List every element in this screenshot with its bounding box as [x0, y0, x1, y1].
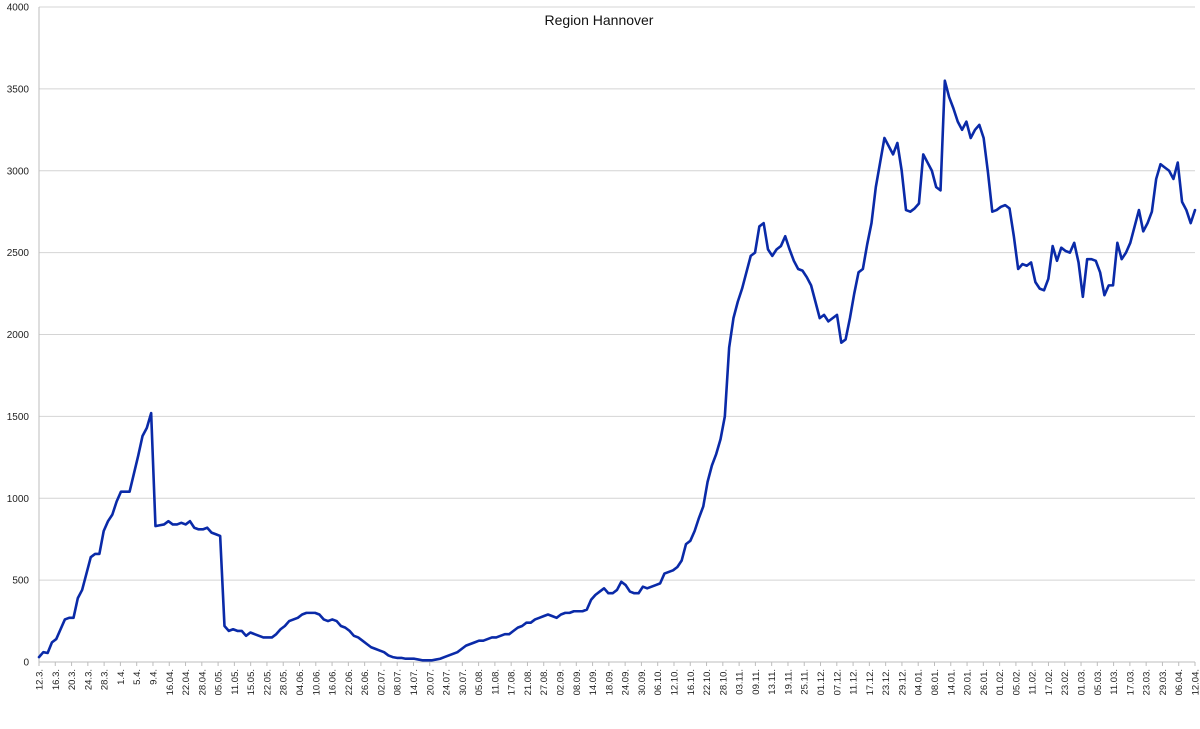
- series-line: [37, 79, 1197, 662]
- x-tick-label: 24.3.: [83, 669, 94, 690]
- x-tick-label: 13.11.: [767, 669, 778, 695]
- x-tick-label: 14.07.: [409, 669, 420, 695]
- x-tick-label: 20.3.: [67, 669, 78, 690]
- x-tick-label: 20.01.: [963, 669, 974, 695]
- x-tick-label: 15.05.: [246, 669, 257, 695]
- x-tick-label: 08.07.: [393, 669, 404, 695]
- x-tick-label: 23.12.: [881, 669, 892, 695]
- x-tick-label: 03.11.: [735, 669, 746, 695]
- y-tick-label: 2500: [7, 248, 30, 259]
- x-tick-label: 28.04.: [197, 669, 208, 695]
- x-tick-label: 28.3.: [100, 669, 111, 690]
- x-tick-label: 11.05.: [230, 669, 241, 695]
- x-tick-label: 16.04.: [165, 669, 176, 695]
- x-tick-label: 14.01.: [946, 669, 957, 695]
- x-tick-label: 08.01.: [930, 669, 941, 695]
- x-tick-label: 18.09.: [604, 669, 615, 695]
- x-tick-label: 01.12.: [816, 669, 827, 695]
- y-axis-tick-labels: 0 500 1000 1500 2000 2500 3000 3500 4000: [7, 3, 30, 669]
- x-tick-label: 22.06.: [344, 669, 355, 695]
- x-tick-label: 05.02.: [1011, 669, 1022, 695]
- x-tick-label: 11.08.: [490, 669, 501, 695]
- x-tick-label: 24.09.: [621, 669, 632, 695]
- x-tick-label: 24.07.: [442, 669, 453, 695]
- y-tick-label: 1500: [7, 412, 30, 423]
- x-tick-label: 05.03.: [1093, 669, 1104, 695]
- x-tick-label: 30.07.: [458, 669, 469, 695]
- x-tick-label: 09.11.: [751, 669, 762, 695]
- x-tick-label: 16.10.: [686, 669, 697, 695]
- y-tick-label: 2000: [7, 330, 30, 341]
- x-tick-label: 02.07.: [376, 669, 387, 695]
- x-tick-label: 17.08.: [507, 669, 518, 695]
- chart-title: Region Hannover: [545, 12, 654, 28]
- x-tick-label: 12.10.: [669, 669, 680, 695]
- x-tick-label: 1.4.: [116, 669, 127, 685]
- x-tick-label: 23.03.: [1142, 669, 1153, 695]
- x-axis-tick-labels: 12.3. 16.3. 20.3. 24.3. 28.3. 1.4. 5.4. 9.4. 16.…: [35, 662, 1200, 695]
- x-tick-label: 22.10.: [702, 669, 713, 695]
- x-tick-label: 05.08.: [474, 669, 485, 695]
- x-tick-label: 01.03.: [1077, 669, 1088, 695]
- x-tick-label: 17.12.: [865, 669, 876, 695]
- x-tick-label: 26.01.: [979, 669, 990, 695]
- x-tick-label: 17.02.: [1044, 669, 1055, 695]
- x-tick-label: 02.09.: [556, 669, 567, 695]
- x-tick-label: 11.12.: [849, 669, 860, 695]
- y-tick-label: 3000: [7, 166, 30, 177]
- x-tick-label: 01.02.: [995, 669, 1006, 695]
- x-tick-label: 04.06.: [295, 669, 306, 695]
- x-tick-label: 21.08.: [523, 669, 534, 695]
- x-tick-label: 17.03.: [1125, 669, 1136, 695]
- x-tick-label: 11.02.: [1028, 669, 1039, 695]
- x-tick-label: 30.09.: [637, 669, 648, 695]
- x-tick-label: 26.06.: [360, 669, 371, 695]
- x-tick-label: 19.11.: [783, 669, 794, 695]
- x-tick-label: 25.11.: [800, 669, 811, 695]
- x-tick-label: 16.06.: [328, 669, 339, 695]
- x-tick-label: 22.05.: [262, 669, 273, 695]
- x-tick-label: 07.12.: [832, 669, 843, 695]
- x-tick-label: 5.4.: [132, 669, 143, 685]
- x-tick-label: 10.06.: [311, 669, 322, 695]
- x-tick-label: 20.07.: [425, 669, 436, 695]
- gridlines: [38, 6, 1195, 663]
- x-tick-label: 29.12.: [897, 669, 908, 695]
- y-tick-label: 3500: [7, 84, 30, 95]
- x-tick-label: 14.09.: [588, 669, 599, 695]
- x-tick-label: 22.04.: [181, 669, 192, 695]
- x-tick-label: 08.09.: [572, 669, 583, 695]
- y-tick-label: 0: [23, 658, 29, 669]
- y-tick-label: 4000: [7, 3, 30, 14]
- y-tick-label: 1000: [7, 494, 30, 505]
- x-tick-label: 11.03.: [1109, 669, 1120, 695]
- x-tick-label: 12.3.: [35, 669, 46, 690]
- x-tick-label: 04.01.: [914, 669, 925, 695]
- y-tick-label: 500: [12, 576, 29, 587]
- x-tick-label: 9.4.: [148, 669, 159, 685]
- x-tick-label: 06.04.: [1174, 669, 1185, 695]
- x-tick-label: 16.3.: [51, 669, 62, 690]
- x-tick-label: 23.02.: [1060, 669, 1071, 695]
- x-tick-label: 12.04.: [1191, 669, 1200, 695]
- x-tick-label: 06.10.: [653, 669, 664, 695]
- x-tick-label: 28.05.: [279, 669, 290, 695]
- x-tick-label: 27.08.: [539, 669, 550, 695]
- x-tick-label: 28.10.: [718, 669, 729, 695]
- x-tick-label: 05.05.: [214, 669, 225, 695]
- x-tick-label: 29.03.: [1158, 669, 1169, 695]
